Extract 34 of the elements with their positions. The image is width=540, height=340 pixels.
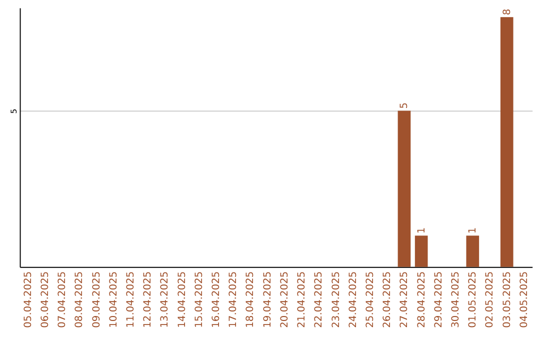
x-tick-label: 28.04.2025 xyxy=(416,271,428,328)
x-tick-label: 11.04.2025 xyxy=(126,271,137,328)
x-tick-label: 20.04.2025 xyxy=(279,271,290,328)
data-label: 1 xyxy=(468,227,479,234)
x-tick-label: 27.04.2025 xyxy=(399,271,410,328)
x-tick-label: 03.05.2025 xyxy=(502,271,513,328)
x-tick-label: 17.04.2025 xyxy=(228,271,240,328)
x-tick-label: 12.04.2025 xyxy=(142,271,154,328)
x-tick-label: 15.04.2025 xyxy=(194,271,205,328)
data-label: 5 xyxy=(399,102,410,109)
x-tick-label: 06.04.2025 xyxy=(40,271,51,328)
x-tick-label: 18.04.2025 xyxy=(245,271,256,328)
x-tick-label: 04.05.2025 xyxy=(518,271,530,328)
x-tick-label: 02.05.2025 xyxy=(484,271,496,328)
x-tick-label: 29.04.2025 xyxy=(433,271,444,328)
x-tick-label: 19.04.2025 xyxy=(262,271,274,328)
x-tick-label: 21.04.2025 xyxy=(296,271,308,328)
x-tick-label: 14.04.2025 xyxy=(176,271,188,328)
x-tick-label: 16.04.2025 xyxy=(211,271,222,328)
data-label: 8 xyxy=(502,8,513,16)
x-tick-label: 30.04.2025 xyxy=(450,271,462,328)
x-tick-label: 07.04.2025 xyxy=(57,271,68,328)
x-tick-label: 10.04.2025 xyxy=(108,271,120,328)
x-tick-label: 13.04.2025 xyxy=(160,271,171,328)
data-label: 1 xyxy=(416,227,428,234)
x-tick-label: 09.04.2025 xyxy=(91,271,102,328)
x-tick-label: 01.05.2025 xyxy=(468,271,479,328)
x-tick-label: 26.04.2025 xyxy=(382,271,394,328)
x-tick-label: 22.04.2025 xyxy=(314,271,325,328)
x-tick-label: 24.04.2025 xyxy=(348,271,359,328)
x-tick-label: 08.04.2025 xyxy=(74,271,86,328)
x-tick-label: 25.04.2025 xyxy=(364,271,376,328)
x-tick-label: 23.04.2025 xyxy=(330,271,342,328)
x-tick-label: 05.04.2025 xyxy=(22,271,34,328)
